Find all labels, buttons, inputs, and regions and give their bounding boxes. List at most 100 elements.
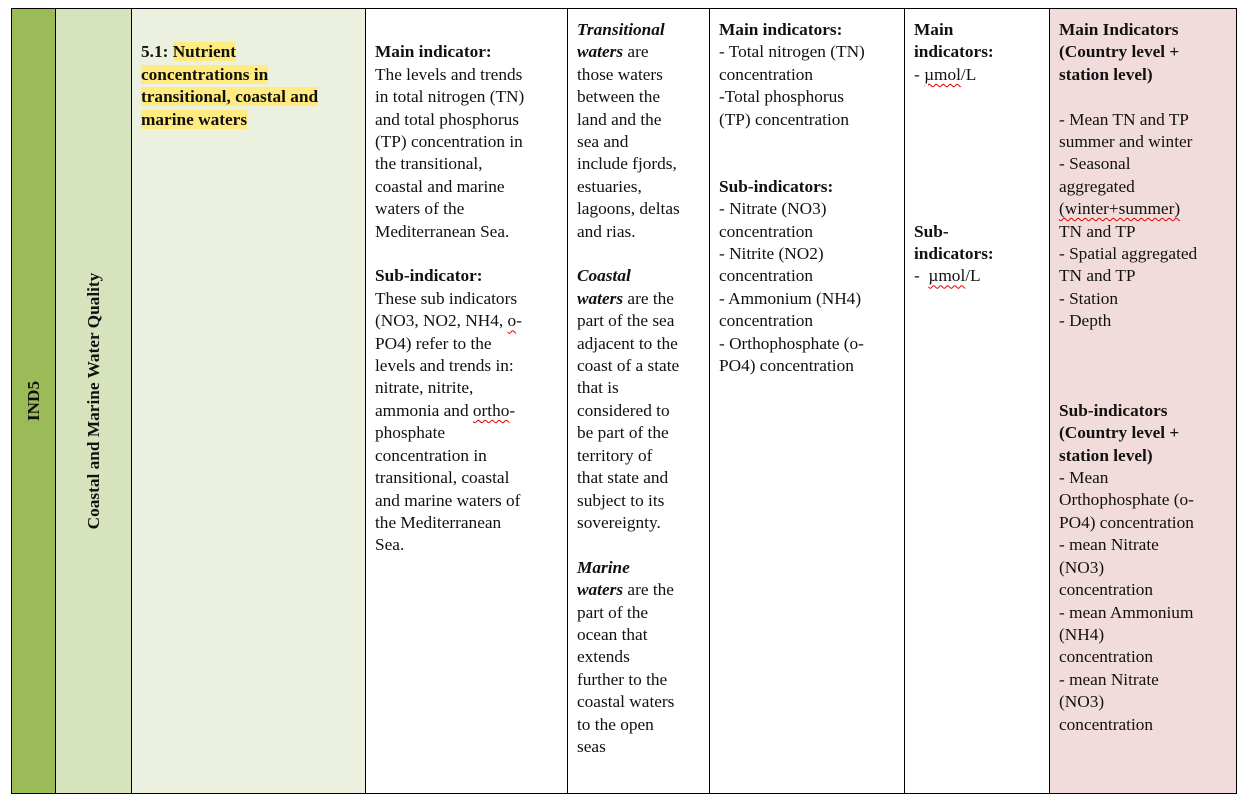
text-line: - Orthophosphate (o- [719,333,904,355]
text-line: part of the sea [577,310,709,332]
text-line: (NH4) [1059,624,1236,646]
text-segment: (TP) concentration in [375,132,523,152]
waters-definition-cell: Transitional waters are those waters betwee… [568,9,710,793]
text-line: (TP) concentration [719,109,904,131]
text-segment: µmol [928,266,966,286]
text-line: - Mean TN and TP [1059,109,1236,131]
text-segment: (winter+summer) [1059,199,1181,219]
text-line: - µmol/L [914,64,1049,86]
outputs-cell: Main Indicators (Country level + station l… [1050,9,1236,793]
text-line: concentration [719,64,904,86]
text-line: further to the [577,669,709,691]
text-line: - Nitrite (NO2) [719,243,904,265]
text-segment: are the [623,288,674,308]
text-segment: (TP) concentration [719,109,850,129]
text-segment: Sub- [914,221,949,241]
text-line: transitional, coastal and [141,86,365,108]
text-line: (Country level + [1059,41,1236,63]
text-line: - Seasonal [1059,153,1236,175]
text-line: in total nitrogen (TN) [375,86,567,108]
text-line: land and the [577,109,709,131]
text-line: (TP) concentration in [375,131,567,153]
text-line: those waters [577,64,709,86]
text-segment: (NH4) [1059,624,1105,644]
text-line: - Nitrate (NO3) [719,198,904,220]
text-segment: Main Indicators [1059,20,1179,39]
text-line: coast of a state [577,355,709,377]
text-line [375,243,567,265]
text-segment: be part of the [577,423,669,443]
text-segment: subject to its [577,490,665,510]
text-line: phosphate [375,422,567,444]
text-line: concentration [1059,579,1236,601]
text-segment: Sea. [375,535,405,555]
text-line: that state and [577,467,709,489]
text-segment: ortho [472,400,510,420]
text-line: and rias. [577,221,709,243]
text-segment: - Ammonium (NH4) [719,288,862,308]
text-segment: - Mean [1059,468,1109,488]
text-line [1059,86,1236,108]
text-line: be part of the [577,422,709,444]
text-line: -Total phosphorus [719,86,904,108]
text-line: Sub-indicators: [719,176,904,198]
text-segment: concentration [719,221,814,241]
text-segment: (NO3, NO2, NH4, [375,311,508,331]
text-segment: - Depth [1059,311,1112,331]
text-segment: seas [577,736,606,756]
text-line [914,86,1049,108]
text-segment: - [516,311,522,331]
text-line: concentrations in [141,64,365,86]
text-segment: Orthophosphate (o- [1059,490,1194,510]
text-line: station level) [1059,445,1236,467]
text-segment: PO4) refer to the [375,333,492,353]
units-cell: Main indicators: - µmol/L Sub-indicators: - … [905,9,1050,793]
text-line: (winter+summer) [1059,198,1236,220]
text-line: PO4) concentration [719,355,904,377]
text-segment: The levels and trends [375,64,523,84]
text-segment: - [509,400,516,420]
text-segment: the Mediterranean [375,512,502,532]
text-line [914,176,1049,198]
text-segment: PO4) concentration [1059,512,1194,532]
text-line: considered to [577,400,709,422]
text-line [914,109,1049,131]
text-line: levels and trends in: [375,355,567,377]
text-segment: concentration [719,311,814,331]
text-segment: Nutrient [172,42,237,62]
text-line: - Ammonium (NH4) [719,288,904,310]
text-segment: indicators: [914,243,994,263]
text-line [914,153,1049,175]
text-line: Coastal [577,265,709,287]
text-line: Sub-indicator: [375,265,567,287]
text-line: aggregated [1059,176,1236,198]
text-segment: part of the [577,602,649,622]
text-segment: transitional, coastal and [141,87,319,107]
text-segment: - Nitrite (NO2) [719,244,824,264]
text-line [1059,333,1236,355]
text-segment: - Mean TN and TP [1059,109,1189,129]
text-line [1059,355,1236,377]
text-line: territory of [577,445,709,467]
text-segment: ammonia and [375,400,473,420]
code-cell: IND5 [12,9,56,793]
text-line: - µmol/L [914,265,1049,287]
text-line: Main [914,19,1049,41]
text-segment: and marine waters of [375,490,521,510]
indicator-code: IND5 [23,380,43,422]
text-line [577,243,709,265]
text-line: between the [577,86,709,108]
text-segment: adjacent to the [577,333,678,353]
text-segment: Sub-indicators: [719,176,834,196]
text-line: - Spatial aggregated [1059,243,1236,265]
text-segment: PO4) concentration [719,356,854,376]
text-segment: o [507,311,517,331]
text-line [141,19,365,41]
text-line: concentration [1059,646,1236,668]
text-segment: in total nitrogen (TN) [375,87,525,107]
text-line: that is [577,377,709,399]
text-line: waters are [577,41,709,63]
text-line: These sub indicators [375,288,567,310]
text-line: Sea. [375,534,567,556]
text-segment: waters [577,288,624,308]
